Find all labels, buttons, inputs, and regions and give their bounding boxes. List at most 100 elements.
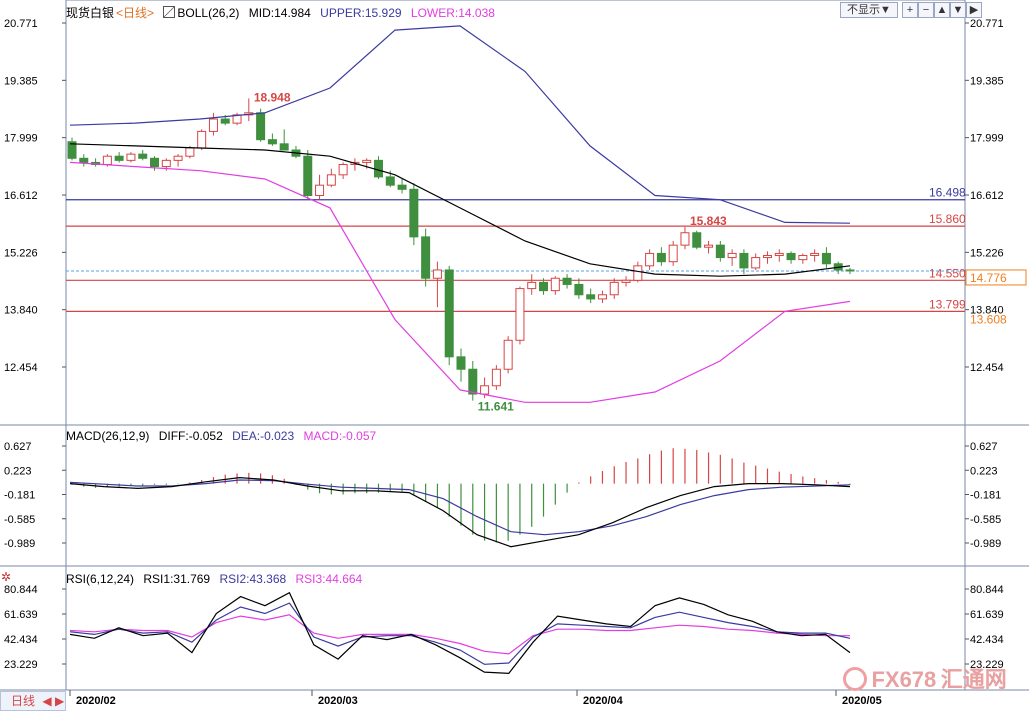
candle-body	[774, 252, 784, 256]
zoom-in-button[interactable]: +	[902, 2, 918, 18]
y-tick-label-left: 17.999	[4, 133, 38, 145]
zoom-out-button[interactable]: −	[918, 2, 934, 18]
macd-y-tick-right: 0.627	[970, 441, 998, 453]
candle-body	[79, 157, 89, 163]
scroll-right-button[interactable]: ▶	[966, 2, 982, 18]
arrow-right-icon: ▶	[54, 694, 65, 708]
candle-body	[468, 368, 478, 395]
y-tick-label-right: 19.385	[970, 75, 1004, 87]
candle-body	[444, 269, 454, 358]
settings-gear-icon[interactable]: ✲	[1, 570, 12, 584]
candle-body	[303, 155, 313, 197]
macd-y-tick-left: 0.223	[4, 465, 32, 477]
candle-body	[279, 143, 289, 151]
boll-icon	[163, 6, 176, 18]
candle-body	[821, 252, 831, 265]
rsi-y-tick-right: 80.844	[970, 584, 1004, 596]
rsi-y-tick-left: 23.229	[4, 659, 38, 671]
y-tick-label-left: 19.385	[4, 75, 38, 87]
candle-body	[786, 252, 796, 261]
candle-body	[373, 159, 383, 178]
watermark-cn: 汇通网	[940, 667, 1007, 692]
candle-body	[845, 269, 855, 272]
macd-y-tick-left: -0.585	[4, 514, 35, 526]
rsi2-line	[69, 602, 851, 665]
rsi-y-tick-right: 61.639	[970, 609, 1004, 621]
macd-title: MACD(26,12,9)	[66, 429, 150, 443]
y-tick-label-right: 16.612	[970, 190, 1004, 202]
y-tick-label-left: 15.226	[4, 247, 38, 259]
rsi-y-tick-left: 80.844	[4, 584, 38, 596]
candle-body	[727, 252, 737, 259]
candle-body	[126, 153, 136, 161]
candle-body	[480, 385, 490, 395]
candle-body	[397, 184, 407, 190]
candle-body	[326, 174, 336, 186]
candle-body	[185, 147, 195, 157]
candle-body	[503, 339, 513, 370]
macd-y-tick-right: 0.223	[970, 465, 998, 477]
april-high-annotation: 15.843	[690, 214, 727, 228]
boll-label: BOLL(26,2)	[177, 6, 240, 20]
candle-body	[421, 236, 431, 279]
x-tick-label: 2020/03	[318, 695, 358, 707]
hide-dropdown[interactable]: 不显示▼	[840, 2, 898, 18]
candle-body	[597, 294, 607, 300]
candle-body	[562, 277, 572, 285]
candle-body	[751, 257, 761, 269]
candle-body	[267, 139, 277, 145]
candle-body	[432, 269, 442, 279]
candle-body	[715, 244, 725, 259]
scroll-down-button[interactable]: ▼	[950, 2, 966, 18]
candle-body	[645, 252, 655, 267]
candle-body	[232, 114, 242, 124]
rsi-y-tick-right: 42.434	[970, 634, 1004, 646]
y-tick-label-left: 13.840	[4, 305, 38, 317]
macd-y-tick-right: -0.181	[970, 490, 1001, 502]
period-tab[interactable]: 日线 ◀ ▶	[0, 691, 66, 711]
candle-body	[810, 252, 820, 256]
macd-dea-line	[69, 479, 851, 536]
scroll-up-button[interactable]: ▲	[934, 2, 950, 18]
candle-body	[197, 130, 207, 149]
macd-panel-header: MACD(26,12,9) DIFF:-0.052 DEA:-0.023 MAC…	[66, 429, 382, 443]
candle-body	[668, 244, 678, 263]
macd-dea: DEA:-0.023	[232, 429, 295, 443]
current-price-label: 14.776	[970, 271, 1007, 285]
candle-body	[456, 356, 466, 370]
plot-frame	[65, 0, 966, 691]
boll-upper: UPPER:15.929	[320, 6, 402, 20]
candle-body	[362, 159, 372, 163]
candle-body	[338, 163, 348, 176]
candle-body	[633, 265, 643, 281]
low-annotation: 11.641	[478, 400, 514, 414]
candle-body	[762, 254, 772, 259]
candle-body	[798, 254, 808, 261]
boll-mid: MID:14.984	[248, 6, 311, 20]
period-tab-label: 日线	[11, 694, 36, 708]
candle-body	[680, 232, 690, 246]
reference-line-label: 15.860	[929, 212, 966, 226]
y-tick-label-left: 12.454	[4, 362, 38, 374]
y-tick-label-right: 13.840	[970, 305, 1004, 317]
macd-y-tick-right: -0.989	[970, 538, 1001, 550]
x-tick-label: 2020/04	[583, 695, 624, 707]
candle-body	[161, 159, 171, 168]
candle-body	[656, 252, 666, 263]
y-tick-label-left: 20.771	[4, 18, 38, 30]
candle-body	[150, 157, 160, 168]
reference-line-label: 16.498	[929, 186, 966, 200]
rsi-3: RSI3:44.664	[295, 572, 363, 586]
watermark-brand: FX678	[871, 667, 937, 692]
x-tick-label: 2020/02	[76, 695, 116, 707]
boll-lower-line	[69, 161, 851, 403]
macd-macd: MACD:-0.057	[303, 429, 377, 443]
arrow-left-icon: ◀	[42, 694, 52, 708]
reference-line-label: 13.799	[929, 297, 966, 311]
candle-body	[138, 153, 148, 159]
candle-body	[586, 294, 596, 300]
candle-body	[67, 141, 77, 159]
candle-body	[609, 281, 619, 296]
watermark: FX678 汇通网	[843, 662, 1007, 694]
